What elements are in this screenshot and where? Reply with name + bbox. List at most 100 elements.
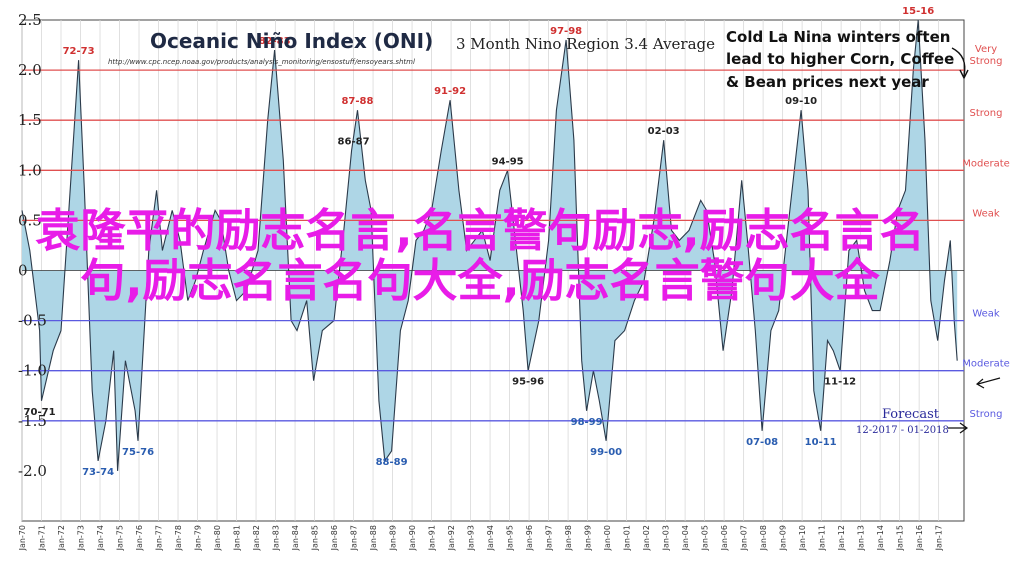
x-tick-label: Jan-75 [116, 525, 125, 551]
x-tick-label: Jan-84 [291, 525, 300, 551]
x-tick-label: Jan-87 [350, 525, 359, 551]
peak-label: 72-73 [63, 46, 95, 57]
x-tick-label: Jan-15 [896, 525, 905, 551]
y-tick-label: -0.5 [18, 312, 47, 330]
x-tick-label: Jan-79 [194, 525, 203, 551]
threshold-label: Strong [970, 409, 1003, 420]
x-tick-label: Jan-74 [96, 525, 105, 551]
chart-title: Oceanic Niño Index (ONI) [150, 29, 433, 53]
y-tick-label: -2.0 [18, 462, 47, 480]
x-tick-label: Jan-81 [233, 525, 242, 551]
forecast-period: 12-2017 - 01-2018 [856, 425, 949, 436]
y-tick-label: -1.5 [18, 412, 47, 430]
x-tick-label: Jan-70 [18, 525, 27, 551]
y-tick-label: 1.5 [18, 111, 42, 129]
peak-label: 82-83 [259, 36, 291, 47]
x-tick-label: Jan-00 [603, 525, 612, 551]
y-tick-label: 0.5 [18, 211, 42, 229]
peak-label: 07-08 [746, 437, 778, 448]
source-url: http://www.cpc.ncep.noaa.gov/products/an… [108, 58, 415, 66]
x-tick-label: Jan-11 [818, 525, 827, 551]
callout-arrow [951, 47, 966, 77]
x-tick-label: Jan-98 [564, 525, 573, 551]
x-tick-label: Jan-71 [38, 525, 47, 551]
y-axis-ticks: 2.5 2.0 1.5 1.0 0.5 0 -0.5 -1.0 -1.5 -2.0 [18, 11, 47, 480]
oni-area [21, 19, 964, 471]
x-tick-label: Jan-06 [720, 525, 729, 551]
y-tick-label: 2.5 [18, 11, 42, 29]
x-tick-label: Jan-91 [428, 525, 437, 551]
peak-label: 87-88 [341, 96, 373, 107]
x-tick-label: Jan-93 [467, 525, 476, 551]
y-tick-label: 2.0 [18, 61, 42, 79]
peak-label: 99-00 [590, 447, 622, 458]
threshold-label: Moderate [962, 158, 1010, 169]
peak-label: 88-89 [376, 457, 408, 468]
callout-arrowhead [959, 69, 969, 80]
x-tick-label: Jan-94 [486, 525, 495, 551]
x-tick-label: Jan-86 [330, 525, 339, 551]
oni-series-line [21, 19, 958, 471]
x-tick-label: Jan-85 [311, 525, 320, 551]
x-tick-label: Jan-73 [77, 525, 86, 551]
x-tick-label: Jan-14 [876, 525, 885, 551]
threshold-lines: Very Strong Strong Moderate Weak Weak Moderate… [22, 44, 1010, 422]
peak-label: 75-76 [122, 447, 154, 458]
y-tick-label: 0 [18, 262, 28, 280]
x-tick-label: Jan-80 [213, 525, 222, 551]
x-tick-label: Jan-12 [837, 525, 846, 551]
x-tick-label: Jan-10 [798, 525, 807, 551]
forecast-label: Forecast [882, 407, 940, 422]
oni-area-fill [22, 20, 958, 471]
peak-label: 11-12 [824, 377, 856, 388]
peak-label: 73-74 [82, 467, 114, 478]
x-axis-ticks: Jan-70 Jan-71 Jan-72 Jan-73 Jan-74 Jan-75 Jan-… [18, 525, 944, 551]
y-tick-label: -1.0 [18, 362, 47, 380]
x-tick-label: Jan-82 [252, 525, 261, 551]
peak-label: 91-92 [434, 86, 466, 97]
watermark-overlay-text: 袁隆平的励志名言,名言警句励志,励志名言名句,励志名言名句大全,励志名言警句大全 [35, 204, 925, 307]
y-tick-label: 1.0 [18, 161, 42, 179]
forecast-arrow-upper [977, 377, 1001, 385]
x-tick-label: Jan-95 [506, 525, 515, 551]
peak-label: 15-16 [902, 6, 934, 17]
x-tick-label: Jan-01 [623, 525, 632, 551]
peak-label: 86-87 [338, 136, 370, 147]
x-tick-label: Jan-97 [545, 525, 554, 551]
threshold-label: Moderate [962, 359, 1010, 370]
peak-label: 09-10 [785, 96, 817, 107]
x-tick-label: Jan-09 [779, 525, 788, 551]
forecast-arrow-lower-head [959, 422, 969, 434]
peak-label: 02-03 [648, 126, 680, 137]
chart-subtitle: 3 Month Nino Region 3.4 Average [456, 35, 715, 53]
x-tick-label: Jan-72 [57, 525, 66, 551]
threshold-label: Very Strong [970, 44, 1003, 67]
x-tick-label: Jan-83 [272, 525, 281, 551]
peak-label: 10-11 [805, 437, 837, 448]
x-tick-label: Jan-78 [174, 525, 183, 551]
x-tick-label: Jan-96 [525, 525, 534, 551]
x-tick-label: Jan-03 [662, 525, 671, 551]
peak-labels: 72-73 82-83 87-88 91-92 97-98 15-16 86-87 94-95… [24, 6, 935, 478]
x-tick-label: Jan-89 [389, 525, 398, 551]
x-tick-label: Jan-90 [408, 525, 417, 551]
peak-label: 94-95 [492, 156, 524, 167]
callout-line-2: lead to higher Corn, Coffee [726, 50, 954, 68]
x-tick-label: Jan-05 [701, 525, 710, 551]
threshold-label: Strong [970, 108, 1003, 119]
peak-label: 95-96 [512, 377, 544, 388]
peak-label: 98-99 [571, 417, 603, 428]
threshold-label: Weak [972, 208, 1000, 219]
x-tick-label: Jan-13 [857, 525, 866, 551]
x-tick-label: Jan-99 [584, 525, 593, 551]
x-tick-label: Jan-76 [135, 525, 144, 551]
x-tick-label: Jan-92 [447, 525, 456, 551]
x-tick-label: Jan-88 [369, 525, 378, 551]
peak-label: 97-98 [550, 26, 582, 37]
peak-label: 70-71 [24, 407, 56, 418]
x-tick-label: Jan-08 [759, 525, 768, 551]
forecast-arrow-upper-head [975, 378, 985, 389]
x-tick-label: Jan-07 [740, 525, 749, 551]
x-tick-label: Jan-77 [155, 525, 164, 551]
